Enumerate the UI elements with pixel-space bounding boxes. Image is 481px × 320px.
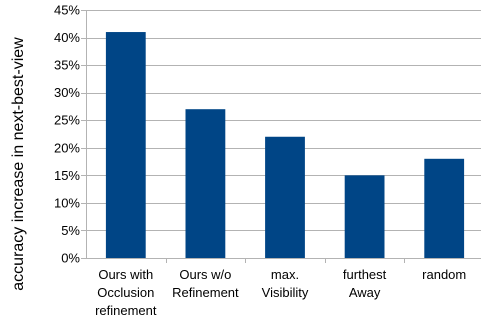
x-category-label: random: [422, 267, 466, 282]
bar: [185, 109, 226, 258]
y-tick-label: 20%: [54, 140, 80, 155]
y-tick-label: 15%: [54, 168, 80, 183]
bar: [344, 175, 385, 258]
x-category-label-line: refinement: [95, 303, 157, 318]
x-category-label-line: furthest: [343, 267, 387, 282]
y-tick-label: 25%: [54, 113, 80, 128]
y-tick-label: 10%: [54, 195, 80, 210]
x-category-label-line: max.: [271, 267, 299, 282]
y-tick-label: 45%: [54, 3, 80, 18]
bars: [105, 32, 465, 258]
x-category-label: Ours w/o Refinement: [172, 267, 239, 300]
x-category-label: Ours with Occlusion refinement: [95, 267, 157, 318]
x-category-label-line: Visibility: [262, 285, 309, 300]
bar: [424, 158, 465, 258]
x-category-label-line: random: [422, 267, 466, 282]
x-category-label-line: Refinement: [172, 285, 239, 300]
y-tick-label: 40%: [54, 30, 80, 45]
x-category-label-line: Away: [349, 285, 381, 300]
y-axis-title: accuracy increase in next-best-view: [10, 37, 27, 291]
bar: [265, 136, 305, 258]
gridlines: [86, 10, 481, 231]
x-category-labels: Ours with Occlusion refinement Ours w/o Refi…: [95, 267, 466, 318]
x-category-label-line: Ours with: [98, 267, 153, 282]
x-category-label-line: Occlusion: [97, 285, 154, 300]
y-tick-label: 30%: [54, 85, 80, 100]
y-tick-label: 0%: [61, 251, 80, 266]
y-tick-label: 35%: [54, 58, 80, 73]
bar: [105, 32, 146, 258]
x-category-label-line: Ours w/o: [179, 267, 231, 282]
x-category-label: max. Visibility: [262, 267, 309, 300]
y-tick-label: 5%: [61, 223, 80, 238]
axes: [81, 10, 481, 263]
x-category-label: furthest Away: [343, 267, 387, 300]
y-tick-labels: 0% 5% 10% 15% 20% 25% 30% 35% 40% 45%: [54, 3, 80, 266]
